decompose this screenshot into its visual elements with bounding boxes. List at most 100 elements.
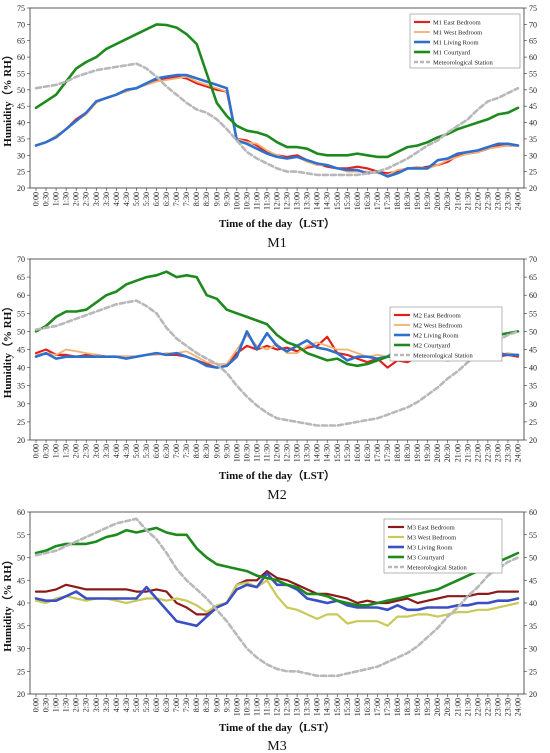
y-tick-label: 60 (17, 53, 25, 62)
x-tick-label: 24:00 (514, 698, 523, 716)
y-tick-label: 55 (17, 309, 25, 318)
y-tick-label: 35 (17, 382, 25, 391)
y-tick-label: 35 (17, 135, 25, 144)
y-tick-label-right: 65 (529, 37, 537, 46)
x-tick-label: 24:00 (514, 192, 523, 210)
y-tick-label-right: 50 (529, 554, 537, 563)
y-tick-label-right: 65 (529, 273, 537, 282)
y-tick-label-right: 50 (529, 327, 537, 336)
y-tick-label: 70 (17, 20, 25, 29)
x-tick-label: 23:00 (493, 698, 502, 716)
x-tick-label: 20:00 (433, 444, 442, 462)
x-tick-label: 9:00 (212, 444, 221, 458)
legend-label: M1 West Bedroom (433, 29, 482, 36)
x-tick-label: 15:30 (343, 698, 352, 716)
y-tick-label-right: 45 (529, 576, 537, 585)
x-tick-label: 22:30 (483, 444, 492, 462)
legend-label: M3 Courtyard (407, 554, 445, 561)
y-tick-label: 60 (17, 508, 25, 517)
x-tick-label: 17:00 (373, 192, 382, 210)
series-line-4 (34, 299, 520, 427)
x-tick-label: 4:00 (112, 192, 121, 206)
x-tick-label: 20:30 (443, 192, 452, 210)
chart-panel-M3: 20 20 25 25 30 30 35 35 40 40 45 45 50 50 55 55 60 60 0:00… (1, 508, 537, 753)
x-tick-label: 6:30 (162, 444, 171, 458)
x-tick-label: 5:30 (142, 698, 151, 712)
legend-label: Meteorological Station (407, 564, 468, 571)
x-tick-label: 9:00 (212, 192, 221, 206)
y-tick-label: 20 (17, 690, 25, 699)
series-line-3 (34, 526, 520, 607)
x-tick-label: 0:30 (42, 192, 51, 206)
series-line-2 (34, 73, 520, 178)
x-tick-label: 2:00 (72, 192, 81, 206)
x-tick-label: 10:30 (242, 698, 251, 716)
x-tick-label: 1:30 (62, 698, 71, 712)
y-tick-label: 40 (17, 119, 25, 128)
x-tick-label: 3:00 (92, 444, 101, 458)
x-tick-label: 19:00 (413, 192, 422, 210)
y-tick-label-right: 55 (529, 69, 537, 78)
x-tick-label: 11:30 (262, 192, 271, 210)
series-line-1 (34, 579, 520, 627)
y-tick-label-right: 20 (529, 184, 537, 193)
x-tick-label: 14:00 (313, 444, 322, 462)
x-tick-label: 18:00 (393, 698, 402, 716)
x-tick-label: 22:30 (483, 698, 492, 716)
panel-title: M2 (267, 488, 286, 503)
x-tick-label: 7:00 (172, 192, 181, 206)
x-tick-label: 9:30 (222, 698, 231, 712)
x-axis-label: Time of the day（LST） (219, 217, 335, 230)
y-axis-label: Humidity（% RH） (1, 554, 14, 651)
x-tick-label: 2:00 (72, 444, 81, 458)
y-tick-label-right: 45 (529, 346, 537, 355)
x-tick-label: 14:30 (323, 698, 332, 716)
y-tick-label-right: 70 (529, 20, 537, 29)
x-tick-label: 2:30 (82, 192, 91, 206)
x-tick-label: 12:00 (273, 444, 282, 462)
x-tick-label: 11:00 (252, 698, 261, 716)
x-tick-label: 15:00 (333, 444, 342, 462)
x-tick-label: 6:00 (152, 698, 161, 712)
x-tick-label: 20:30 (443, 444, 452, 462)
x-tick-label: 4:30 (122, 698, 131, 712)
y-tick-label-right: 25 (529, 168, 537, 177)
legend: M3 East Bedroom M3 West Bedroom M3 Living … (383, 518, 503, 574)
x-tick-label: 18:30 (403, 698, 412, 716)
x-tick-label: 1:00 (52, 698, 61, 712)
x-tick-label: 3:30 (102, 444, 111, 458)
legend-label: M2 East Bedroom (413, 312, 461, 319)
y-tick-label: 50 (17, 86, 25, 95)
x-tick-label: 12:30 (283, 444, 292, 462)
y-tick-label-right: 50 (529, 86, 537, 95)
x-tick-label: 4:00 (112, 698, 121, 712)
x-tick-label: 16:00 (353, 192, 362, 210)
x-tick-label: 17:00 (373, 444, 382, 462)
x-tick-label: 13:30 (303, 444, 312, 462)
y-tick-label-right: 35 (529, 382, 537, 391)
x-tick-label: 17:30 (383, 698, 392, 716)
x-tick-label: 10:30 (242, 192, 251, 210)
y-tick-label: 35 (17, 622, 25, 631)
x-tick-label: 13:30 (303, 698, 312, 716)
y-tick-label-right: 40 (529, 119, 537, 128)
legend-label: M3 East Bedroom (407, 524, 455, 531)
y-tick-label-right: 30 (529, 645, 537, 654)
y-tick-label-right: 35 (529, 622, 537, 631)
x-tick-label: 24:00 (514, 444, 523, 462)
x-tick-label: 15:30 (343, 444, 352, 462)
legend-label: M3 West Bedroom (407, 534, 456, 541)
x-tick-label: 21:00 (453, 192, 462, 210)
x-tick-label: 6:30 (162, 192, 171, 206)
y-tick-label-right: 20 (529, 690, 537, 699)
y-tick-label-right: 30 (529, 400, 537, 409)
y-tick-label: 65 (17, 37, 25, 46)
x-tick-label: 9:30 (222, 444, 231, 458)
x-tick-label: 5:00 (132, 192, 141, 206)
x-tick-label: 21:30 (463, 192, 472, 210)
x-tick-label: 5:30 (142, 444, 151, 458)
x-tick-label: 18:30 (403, 192, 412, 210)
y-tick-label: 25 (17, 418, 25, 427)
x-tick-label: 8:30 (202, 698, 211, 712)
y-tick-label: 20 (17, 436, 25, 445)
